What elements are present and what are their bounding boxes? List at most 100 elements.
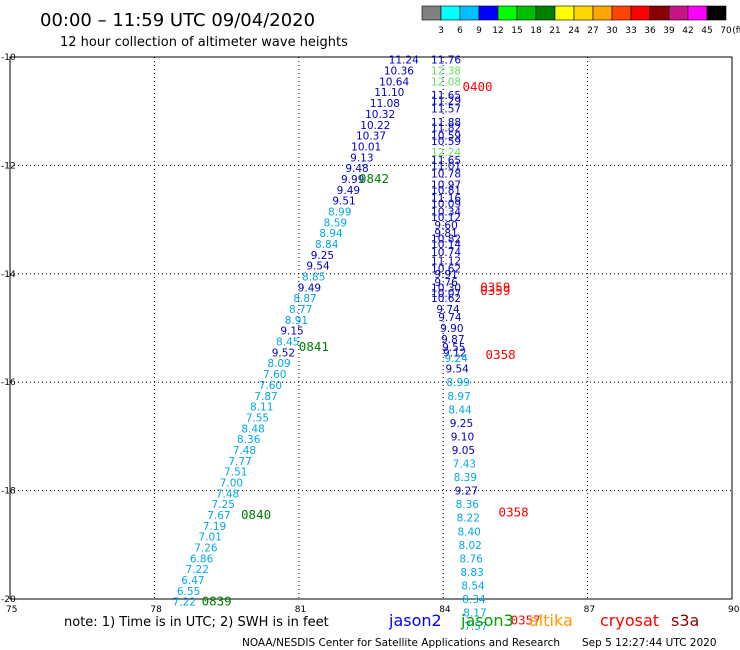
y-tick-label: -18 — [1, 487, 16, 497]
data-point-label: 8.84 — [315, 239, 339, 251]
legend-item-jason2: jason2 — [388, 611, 442, 630]
colorbar-swatch — [516, 5, 537, 21]
data-point-label: 9.15 — [280, 326, 303, 338]
colorbar-label: 36 — [644, 26, 656, 36]
colorbar-label: 21 — [549, 26, 560, 36]
data-point-label: 9.25 — [450, 418, 473, 430]
data-point-label: 9.74 — [438, 312, 462, 324]
time-label: 0359 — [480, 283, 510, 298]
data-point-label: 7.43 — [453, 459, 476, 471]
data-point-label: 10.09 — [431, 198, 461, 210]
data-point-label: 8.09 — [267, 358, 290, 370]
colorbar-swatch — [630, 5, 651, 21]
time-label: 0840 — [241, 507, 271, 522]
colorbar-label: 12 — [492, 26, 503, 36]
data-point-label: 7.19 — [203, 521, 226, 533]
data-point-label: 9.49 — [298, 282, 321, 294]
colorbar-label: 3 — [438, 26, 444, 36]
grid-lines — [10, 57, 732, 599]
data-point-label: 9.10 — [451, 431, 474, 443]
data-point-label: 12.38 — [431, 66, 461, 78]
data-point-label: 10.62 — [431, 293, 461, 305]
data-point-label: 6.55 — [177, 586, 200, 598]
data-point-label: 8.94 — [319, 228, 343, 240]
time-label: 0841 — [299, 339, 329, 354]
colorbar-label: 6 — [457, 26, 463, 36]
data-point-label: 9.54 — [306, 261, 330, 273]
colorbar-swatch — [478, 5, 499, 21]
data-point-label: 11.24 — [389, 55, 419, 67]
colorbar-swatch — [649, 5, 670, 21]
footer-note: note: 1) Time is in UTC; 2) SWH is in fe… — [64, 615, 329, 630]
data-point-label: 7.51 — [224, 467, 247, 479]
data-point-label: 10.14 — [431, 239, 461, 251]
data-point-label: 7.87 — [254, 391, 277, 403]
data-point-label: 9.24 — [445, 353, 469, 365]
page-title: 00:00 – 11:59 UTC 09/04/2020 — [40, 10, 315, 31]
data-point-label: 10.30 — [431, 282, 461, 294]
x-tick-label: 87 — [584, 605, 595, 615]
data-point-label: 9.54 — [445, 364, 469, 376]
legend: jason2 jason3 altika cryosat s3a — [388, 611, 699, 630]
data-point-label: 9.25 — [311, 250, 334, 262]
data-point-label: 8.36 — [456, 499, 480, 511]
footer-credit: NOAA/NESDIS Center for Satellite Applica… — [242, 637, 560, 649]
y-tick-label: -12 — [1, 161, 16, 171]
data-point-label: 12.24 — [431, 147, 461, 159]
colorbar-label: 9 — [476, 26, 482, 36]
data-point-label: 8.44 — [448, 404, 472, 416]
data-point-label: 8.83 — [460, 567, 483, 579]
colorbar-swatch — [554, 5, 575, 21]
data-point-label: 8.40 — [457, 526, 480, 538]
data-point-label: 9.87 — [441, 334, 464, 346]
data-point-label: 9.27 — [455, 486, 478, 498]
time-label: 0842 — [359, 171, 389, 186]
data-point-label: 10.81 — [431, 185, 461, 197]
colorbar-label: 45 — [701, 26, 712, 36]
x-tick-label: 84 — [439, 605, 451, 615]
data-point-label: 7.60 — [259, 380, 282, 392]
colorbar-swatch — [573, 5, 594, 21]
data-point-label: 7.26 — [194, 543, 218, 555]
data-point-label: 9.05 — [452, 445, 475, 457]
colorbar-swatch — [459, 5, 480, 21]
colorbar-swatch — [440, 5, 461, 21]
legend-item-jason3: jason3 — [460, 611, 514, 630]
data-point-label: 11.12 — [431, 255, 461, 267]
colorbar-label: 18 — [530, 26, 542, 36]
time-label: 0358 — [499, 504, 529, 519]
colorbar-label: 42 — [682, 26, 693, 36]
time-label: 0359 — [480, 279, 510, 294]
data-point-label: 9.74 — [436, 304, 460, 316]
data-point-label: 9.55 — [442, 342, 465, 354]
data-point-label: 9.91 — [434, 269, 457, 281]
x-axis-ticks: 75 78 81 84 87 90 — [6, 605, 740, 615]
y-tick-label: -20 — [1, 595, 16, 605]
data-point-label: 8.48 — [241, 423, 264, 435]
data-point-label: 11.82 — [431, 122, 461, 134]
legend-item-s3a: s3a — [671, 611, 699, 630]
y-axis-ticks: -10 -12 -14 -16 -18 -20 — [1, 53, 16, 605]
legend-item-altika: altika — [529, 611, 573, 630]
data-point-label: 10.36 — [384, 66, 414, 78]
data-point-label: 8.36 — [237, 434, 261, 446]
data-point-label: 10.62 — [431, 263, 461, 275]
data-point-label: 10.01 — [351, 141, 381, 153]
data-point-label: 11.65 — [431, 90, 461, 102]
x-tick-label: 90 — [728, 605, 740, 615]
data-point-label: 11.08 — [370, 98, 400, 110]
data-point-label: 7.25 — [212, 499, 235, 511]
legend-item-cryosat: cryosat — [600, 611, 659, 630]
data-point-label: 10.74 — [431, 247, 461, 259]
colorbar-swatch — [687, 5, 708, 21]
data-point-label: 8.22 — [457, 513, 480, 525]
data-point-label: 9.49 — [337, 185, 360, 197]
data-point-label: 7.22 — [186, 564, 209, 576]
data-point-label: 9.12 — [443, 347, 466, 359]
colorbar-label: (ft) — [732, 26, 740, 36]
data-point-label: 9.90 — [440, 323, 463, 335]
colorbar-swatch — [668, 5, 689, 21]
page-subtitle: 12 hour collection of altimeter wave hei… — [60, 35, 348, 50]
plot-frame — [9, 56, 733, 600]
